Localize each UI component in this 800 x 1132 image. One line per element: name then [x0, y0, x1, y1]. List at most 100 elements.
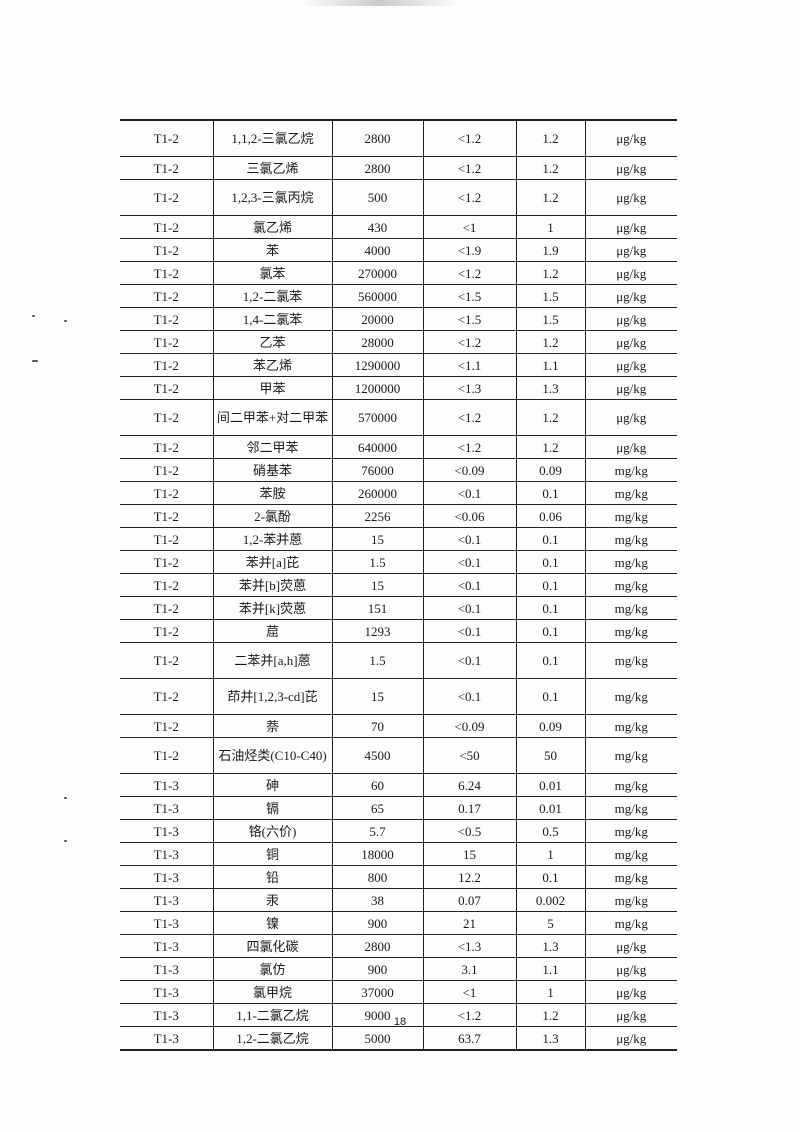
sample-id-cell: T1-3: [120, 1026, 214, 1051]
result-cell: <1: [422, 215, 517, 239]
table-row: T1-2 邻二甲苯 640000 <1.2 1.2 μg/kg: [120, 435, 677, 459]
result-cell: <0.06: [422, 504, 517, 528]
screening-value-cell: 560000: [331, 284, 424, 308]
unit-cell: μg/kg: [584, 1026, 677, 1051]
screening-value-cell: 260000: [331, 481, 424, 505]
unit-cell: μg/kg: [584, 399, 677, 436]
unit-cell: mg/kg: [584, 888, 677, 912]
screening-value-cell: 270000: [331, 261, 424, 285]
unit-cell: μg/kg: [584, 1003, 677, 1027]
sample-id-cell: T1-3: [120, 819, 214, 843]
detection-limit-cell: 0.1: [515, 678, 586, 715]
screening-value-cell: 76000: [331, 458, 424, 482]
screening-value-cell: 5.7: [331, 819, 424, 843]
detection-limit-cell: 0.01: [515, 773, 586, 797]
sample-id-cell: T1-2: [120, 156, 214, 180]
table-row: T1-2 萘 70 <0.09 0.09 mg/kg: [120, 714, 677, 738]
page-number: 18: [393, 1016, 407, 1028]
screening-value-cell: 1.5: [331, 642, 424, 679]
analyte-cell: 1,2-二氯苯: [212, 284, 333, 308]
analyte-cell: 苯并[k]荧蒽: [212, 596, 333, 620]
sample-id-cell: T1-2: [120, 376, 214, 400]
result-cell: <1.2: [422, 399, 517, 436]
screening-value-cell: 151: [331, 596, 424, 620]
detection-limit-cell: 1: [515, 980, 586, 1004]
scan-speck: [32, 360, 38, 362]
table-row: T1-2 1,1,2-三氯乙烷 2800 <1.2 1.2 μg/kg: [120, 119, 677, 157]
result-cell: <1.2: [422, 330, 517, 354]
analyte-cell: 甲苯: [212, 376, 333, 400]
sample-id-cell: T1-2: [120, 307, 214, 331]
screening-value-cell: 2800: [331, 119, 424, 157]
analyte-cell: 镍: [212, 911, 333, 935]
result-cell: 21: [422, 911, 517, 935]
unit-cell: mg/kg: [584, 911, 677, 935]
analyte-cell: 氯甲烷: [212, 980, 333, 1004]
table-row: T1-2 1,4-二氯苯 20000 <1.5 1.5 μg/kg: [120, 307, 677, 331]
analyte-cell: 间二甲苯+对二甲苯: [212, 399, 333, 436]
analyte-cell: 三氯乙烯: [212, 156, 333, 180]
sample-id-cell: T1-3: [120, 957, 214, 981]
analyte-cell: 茚并[1,2,3-cd]芘: [212, 678, 333, 715]
detection-limit-cell: 0.1: [515, 573, 586, 597]
analyte-cell: 铜: [212, 842, 333, 866]
analyte-cell: 苯并[a]芘: [212, 550, 333, 574]
detection-limit-cell: 0.1: [515, 481, 586, 505]
result-cell: <0.1: [422, 596, 517, 620]
sample-id-cell: T1-3: [120, 1003, 214, 1027]
unit-cell: mg/kg: [584, 481, 677, 505]
result-cell: <1.5: [422, 307, 517, 331]
screening-value-cell: 37000: [331, 980, 424, 1004]
sample-id-cell: T1-2: [120, 261, 214, 285]
sample-id-cell: T1-2: [120, 714, 214, 738]
analyte-cell: 1,1,2-三氯乙烷: [212, 119, 333, 157]
unit-cell: mg/kg: [584, 458, 677, 482]
sample-id-cell: T1-2: [120, 550, 214, 574]
screening-value-cell: 9000: [331, 1003, 424, 1027]
analyte-cell: 石油烃类(C10-C40): [212, 737, 333, 774]
detection-limit-cell: 1.2: [515, 179, 586, 216]
detection-limit-cell: 0.1: [515, 527, 586, 551]
unit-cell: μg/kg: [584, 119, 677, 157]
sample-id-cell: T1-2: [120, 527, 214, 551]
sample-id-cell: T1-2: [120, 179, 214, 216]
detection-limit-cell: 1.2: [515, 156, 586, 180]
sample-id-cell: T1-3: [120, 934, 214, 958]
unit-cell: mg/kg: [584, 619, 677, 643]
result-cell: <1.2: [422, 435, 517, 459]
screening-value-cell: 1290000: [331, 353, 424, 377]
sample-id-cell: T1-2: [120, 737, 214, 774]
scan-speck: [64, 840, 67, 842]
analyte-cell: 汞: [212, 888, 333, 912]
unit-cell: μg/kg: [584, 284, 677, 308]
result-cell: <0.1: [422, 573, 517, 597]
sample-id-cell: T1-2: [120, 596, 214, 620]
result-cell: 0.07: [422, 888, 517, 912]
sample-id-cell: T1-3: [120, 796, 214, 820]
table-row: T1-2 2-氯酚 2256 <0.06 0.06 mg/kg: [120, 504, 677, 528]
sample-id-cell: T1-3: [120, 842, 214, 866]
unit-cell: mg/kg: [584, 504, 677, 528]
detection-limit-cell: 0.1: [515, 596, 586, 620]
sample-id-cell: T1-2: [120, 458, 214, 482]
result-cell: <0.1: [422, 527, 517, 551]
detection-limit-cell: 0.1: [515, 865, 586, 889]
unit-cell: mg/kg: [584, 573, 677, 597]
unit-cell: mg/kg: [584, 865, 677, 889]
screening-value-cell: 1.5: [331, 550, 424, 574]
unit-cell: μg/kg: [584, 330, 677, 354]
table-row: T1-2 硝基苯 76000 <0.09 0.09 mg/kg: [120, 458, 677, 482]
unit-cell: mg/kg: [584, 527, 677, 551]
detection-limit-cell: 0.002: [515, 888, 586, 912]
analyte-cell: 铬(六价): [212, 819, 333, 843]
scan-speck: [32, 315, 35, 317]
unit-cell: μg/kg: [584, 238, 677, 262]
detection-limit-cell: 1.2: [515, 435, 586, 459]
scan-artifact: [300, 0, 460, 6]
detection-limit-cell: 1.2: [515, 330, 586, 354]
table-row: T1-3 铅 800 12.2 0.1 mg/kg: [120, 865, 677, 889]
analyte-cell: 邻二甲苯: [212, 435, 333, 459]
detection-limit-cell: 0.01: [515, 796, 586, 820]
sample-id-cell: T1-2: [120, 238, 214, 262]
detection-limit-cell: 1.2: [515, 399, 586, 436]
